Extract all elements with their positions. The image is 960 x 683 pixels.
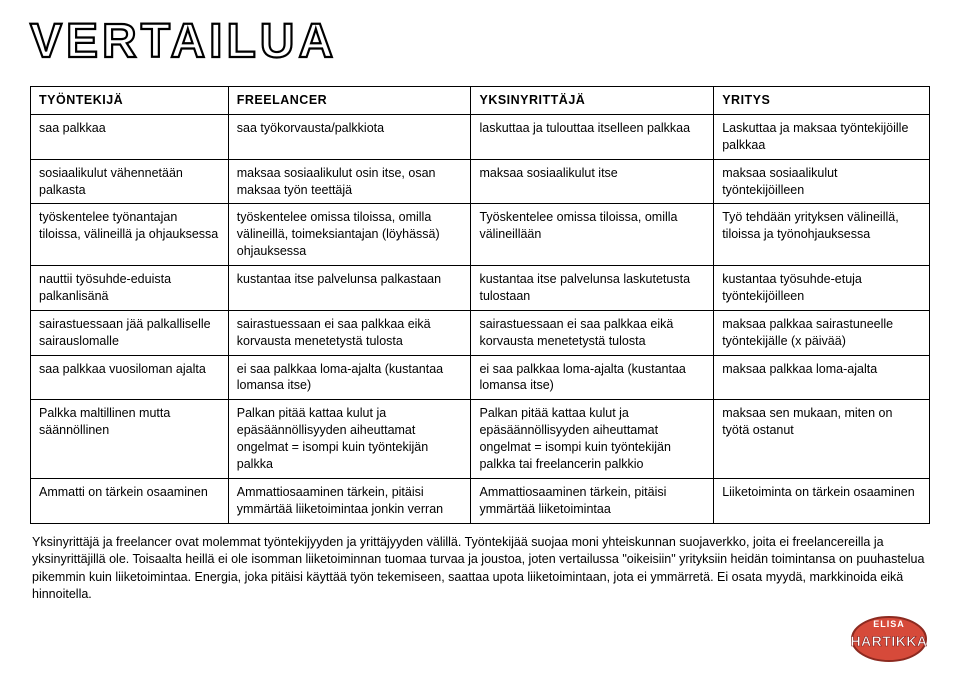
col-header-tyontekija: TYÖNTEKIJÄ xyxy=(31,87,229,115)
table-row: saa palkkaa saa työkorvausta/palkkiota l… xyxy=(31,114,930,159)
cell: kustantaa työsuhde-etuja työntekijöillee… xyxy=(714,266,930,311)
table-row: saa palkkaa vuosiloman ajalta ei saa pal… xyxy=(31,355,930,400)
cell: Työskentelee omissa tiloissa, omilla väl… xyxy=(471,204,714,266)
cell: maksaa sosiaalikulut työntekijöilleen xyxy=(714,159,930,204)
badge-top-text: ELISA xyxy=(850,619,928,629)
cell: saa työkorvausta/palkkiota xyxy=(228,114,471,159)
table-row: Ammatti on tärkein osaaminen Ammattiosaa… xyxy=(31,478,930,523)
cell: kustantaa itse palvelunsa palkastaan xyxy=(228,266,471,311)
badge-bottom-text: HARTIKKA xyxy=(850,633,928,649)
col-header-yritys: YRITYS xyxy=(714,87,930,115)
cell: ei saa palkkaa loma-ajalta (kustantaa lo… xyxy=(228,355,471,400)
cell: maksaa sosiaalikulut osin itse, osan mak… xyxy=(228,159,471,204)
cell: työskentelee työnantajan tiloissa, välin… xyxy=(31,204,229,266)
page-title-wrap: VERTAILUA xyxy=(30,18,930,80)
col-header-freelancer: FREELANCER xyxy=(228,87,471,115)
cell: Palkka maltillinen mutta säännöllinen xyxy=(31,400,229,479)
cell: sairastuessaan ei saa palkkaa eikä korva… xyxy=(471,310,714,355)
comparison-table: TYÖNTEKIJÄ FREELANCER YKSINYRITTÄJÄ YRIT… xyxy=(30,86,930,524)
cell: sosiaalikulut vähennetään palkasta xyxy=(31,159,229,204)
cell: ei saa palkkaa loma-ajalta (kustantaa lo… xyxy=(471,355,714,400)
document-page: VERTAILUA TYÖNTEKIJÄ FREELANCER YKSINYRI… xyxy=(0,0,960,683)
table-row: sosiaalikulut vähennetään palkasta maksa… xyxy=(31,159,930,204)
cell: maksaa palkkaa sairastuneelle työntekijä… xyxy=(714,310,930,355)
cell: Laskuttaa ja maksaa työntekijöille palkk… xyxy=(714,114,930,159)
table-row: Palkka maltillinen mutta säännöllinen Pa… xyxy=(31,400,930,479)
cell: Työ tehdään yrityksen välineillä, tilois… xyxy=(714,204,930,266)
cell: Ammattiosaaminen tärkein, pitäisi ymmärt… xyxy=(471,478,714,523)
cell: maksaa sosiaalikulut itse xyxy=(471,159,714,204)
cell: Ammattiosaaminen tärkein, pitäisi ymmärt… xyxy=(228,478,471,523)
cell: saa palkkaa xyxy=(31,114,229,159)
cell: maksaa palkkaa loma-ajalta xyxy=(714,355,930,400)
page-title: VERTAILUA xyxy=(30,18,930,66)
table-row: työskentelee työnantajan tiloissa, välin… xyxy=(31,204,930,266)
cell: kustantaa itse palvelunsa laskutetusta t… xyxy=(471,266,714,311)
cell: työskentelee omissa tiloissa, omilla väl… xyxy=(228,204,471,266)
footnote-text: Yksinyrittäjä ja freelancer ovat molemma… xyxy=(30,524,930,604)
author-badge: ELISA HARTIKKA xyxy=(850,615,928,663)
table-header-row: TYÖNTEKIJÄ FREELANCER YKSINYRITTÄJÄ YRIT… xyxy=(31,87,930,115)
cell: Palkan pitää kattaa kulut ja epäsäännöll… xyxy=(471,400,714,479)
cell: sairastuessaan ei saa palkkaa eikä korva… xyxy=(228,310,471,355)
cell: sairastuessaan jää palkalliselle sairaus… xyxy=(31,310,229,355)
col-header-yksinyrittaja: YKSINYRITTÄJÄ xyxy=(471,87,714,115)
table-row: sairastuessaan jää palkalliselle sairaus… xyxy=(31,310,930,355)
table-row: nauttii työsuhde-eduista palkanlisänä ku… xyxy=(31,266,930,311)
cell: saa palkkaa vuosiloman ajalta xyxy=(31,355,229,400)
cell: nauttii työsuhde-eduista palkanlisänä xyxy=(31,266,229,311)
cell: laskuttaa ja tulouttaa itselleen palkkaa xyxy=(471,114,714,159)
cell: maksaa sen mukaan, miten on työtä ostanu… xyxy=(714,400,930,479)
cell: Liiketoiminta on tärkein osaaminen xyxy=(714,478,930,523)
cell: Ammatti on tärkein osaaminen xyxy=(31,478,229,523)
cell: Palkan pitää kattaa kulut ja epäsäännöll… xyxy=(228,400,471,479)
